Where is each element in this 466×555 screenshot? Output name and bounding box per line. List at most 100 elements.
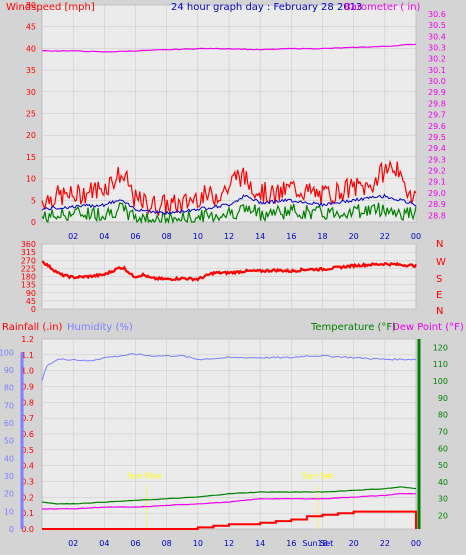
climate-time-tick: 00 <box>411 539 421 548</box>
climate-time-tick: 12 <box>224 539 234 548</box>
compass-w: W <box>436 257 446 268</box>
temperature-axis: 20 30 40 50 60 70 80 90 100 110 120 <box>417 339 448 529</box>
direction-tick: 270 <box>21 256 36 265</box>
wind-speed-axis: 0 5 10 15 20 25 30 35 40 45 50 <box>26 1 36 227</box>
wind-low-line <box>41 202 417 225</box>
temperature-tick: 80 <box>438 411 448 420</box>
barometer-tick: 30.4 <box>428 32 446 41</box>
humidity-tick: 60 <box>4 419 14 428</box>
wind-speed-tick: 25 <box>26 110 36 119</box>
humidity-line <box>41 353 417 381</box>
direction-line <box>41 260 417 282</box>
direction-tick: 180 <box>21 273 36 282</box>
wind-speed-tick: 20 <box>26 131 36 140</box>
barometer-line <box>41 43 417 53</box>
climate-time-tick: 08 <box>162 539 172 548</box>
wind-speed-tick: 40 <box>26 44 36 53</box>
rainfall-tick: 0.0 <box>21 525 34 534</box>
barometer-tick: 29.6 <box>428 122 446 131</box>
climate-time-tick: 06 <box>130 539 140 548</box>
barometer-tick: 30.0 <box>428 77 446 86</box>
wind-time-tick: 14 <box>255 232 265 241</box>
direction-tick: 135 <box>21 281 36 290</box>
humidity-tick: 30 <box>4 472 14 481</box>
barometer-tick: 29.8 <box>428 99 446 108</box>
temperature-tick: 110 <box>433 360 448 369</box>
wind-speed-tick: 15 <box>26 153 36 162</box>
rainfall-line <box>42 510 417 530</box>
wind-series <box>41 43 417 225</box>
humidity-tick: 20 <box>4 490 14 499</box>
rainfall-tick: 0.4 <box>21 462 34 471</box>
wind-time-tick: 10 <box>193 232 203 241</box>
dew-point-label: Dew Point (°F) <box>392 322 464 333</box>
sunset-time-tick: Sun Set <box>302 539 333 548</box>
direction-tick: 0 <box>31 305 36 314</box>
barometer-tick: 29.9 <box>428 88 446 97</box>
wind-time-tick: 04 <box>99 232 109 241</box>
temperature-tick: 20 <box>438 512 448 521</box>
rainfall-tick: 0.6 <box>21 430 34 439</box>
wind-time-tick: 18 <box>317 232 327 241</box>
dew-point-line <box>42 492 417 510</box>
barometer-axis: 28.8 28.9 29.0 29.1 29.2 29.3 29.4 29.5 29.6 29.7… <box>428 10 446 220</box>
temperature-tick: 30 <box>438 495 448 504</box>
humidity-tick: 10 <box>4 507 14 516</box>
temperature-label: Temperature (°F) <box>310 322 396 333</box>
barometer-tick: 29.2 <box>428 167 446 176</box>
temperature-tick: 120 <box>433 343 448 352</box>
rainfall-tick: 0.3 <box>21 478 34 487</box>
temperature-tick: 50 <box>438 461 448 470</box>
climate-time-tick: 02 <box>68 539 78 548</box>
barometer-tick: 30.1 <box>428 66 446 75</box>
wind-grid <box>42 4 417 223</box>
wind-speed-tick: 50 <box>26 1 36 10</box>
wind-speed-line <box>41 159 417 217</box>
wind-average-line <box>41 193 417 216</box>
humidity-tick: 40 <box>4 454 14 463</box>
rainfall-tick: 1.1 <box>21 351 34 360</box>
direction-tick: 315 <box>21 248 36 257</box>
temperature-tick: 90 <box>438 394 448 403</box>
humidity-tick: 80 <box>4 384 14 393</box>
compass-n-top: N <box>436 239 443 250</box>
barometer-tick: 29.1 <box>428 178 446 187</box>
sunrise-marker: Sun Rise <box>127 472 162 481</box>
wind-speed-tick: 30 <box>26 88 36 97</box>
barometer-tick: 30.3 <box>428 44 446 53</box>
barometer-tick: 30.5 <box>428 21 446 30</box>
climate-time-tick: 04 <box>99 539 109 548</box>
barometer-tick: 29.4 <box>428 144 446 153</box>
rainfall-tick: 0.7 <box>21 414 34 423</box>
wind-time-tick: 20 <box>349 232 359 241</box>
wind-speed-tick: 45 <box>26 23 36 32</box>
barometer-tick: 29.0 <box>428 189 446 198</box>
climate-time-tick: 16 <box>286 539 296 548</box>
barometer-label: Barometer ( in) <box>344 2 420 13</box>
wind-time-tick: 06 <box>130 232 140 241</box>
wind-time-axis: 02 04 06 08 10 12 14 16 18 20 22 00 <box>68 232 421 241</box>
wind-panel: 0 5 10 15 20 25 30 35 40 45 50 28.8 28.9 29.0 29.1 29.… <box>6 1 446 241</box>
rainfall-tick: 1.0 <box>21 367 34 376</box>
barometer-tick: 29.5 <box>428 133 446 142</box>
direction-tick: 225 <box>21 264 36 273</box>
wind-time-tick: 16 <box>286 232 296 241</box>
wind-time-tick: 00 <box>411 232 421 241</box>
barometer-tick: 28.8 <box>428 211 446 220</box>
barometer-tick: 29.7 <box>428 111 446 120</box>
sunset-marker: Sun Set <box>302 472 333 481</box>
barometer-tick: 30.6 <box>428 10 446 19</box>
wind-speed-tick: 10 <box>26 175 36 184</box>
compass-s: S <box>436 274 442 285</box>
climate-time-tick: 18 <box>317 539 327 548</box>
windspeed-label: Windspeed [mph] <box>6 2 95 13</box>
climate-panel: Sun Rise Sun Set 0.0 0.1 0.2 0.3 0.4 0.5 0.6 0.7… <box>0 322 464 548</box>
wind-time-tick: 22 <box>380 232 390 241</box>
direction-series <box>41 260 417 282</box>
humidity-tick: 90 <box>4 366 14 375</box>
rainfall-label: Rainfall (.in) <box>2 322 63 333</box>
wind-speed-tick: 5 <box>31 196 36 205</box>
